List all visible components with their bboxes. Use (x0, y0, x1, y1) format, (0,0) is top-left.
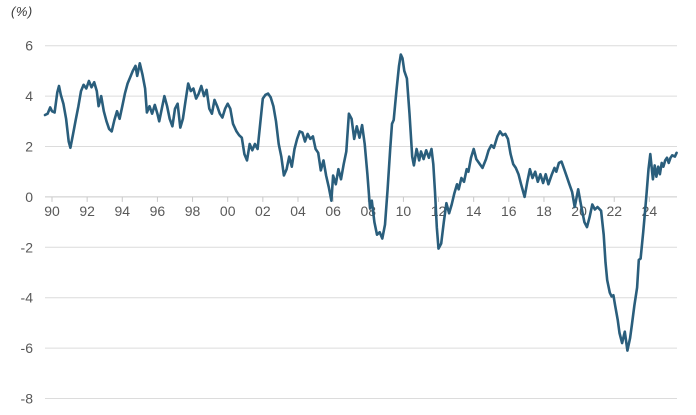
x-tick-label: 96 (150, 203, 166, 219)
y-tick-label: 6 (25, 38, 33, 54)
x-tick-label: 90 (44, 203, 60, 219)
y-tick-label: -8 (21, 391, 34, 407)
x-tick-label: 10 (396, 203, 412, 219)
x-tick-label: 00 (220, 203, 236, 219)
y-tick-label: -6 (21, 340, 34, 356)
x-tick-label: 92 (79, 203, 95, 219)
x-tick-label: 06 (325, 203, 341, 219)
x-tick-label: 18 (536, 203, 552, 219)
y-tick-label: 4 (25, 88, 33, 104)
y-tick-label: 2 (25, 139, 33, 155)
x-tick-label: 94 (114, 203, 130, 219)
x-tick-label: 02 (255, 203, 271, 219)
x-tick-label: 16 (501, 203, 517, 219)
x-tick-label: 98 (185, 203, 201, 219)
x-tick-label: 22 (606, 203, 622, 219)
x-tick-label: 04 (290, 203, 306, 219)
y-tick-label: -2 (21, 239, 34, 255)
y-tick-label: -4 (21, 290, 34, 306)
y-axis-unit-label: (%) (11, 4, 33, 19)
x-tick-label: 14 (466, 203, 482, 219)
y-tick-label: 0 (25, 189, 33, 205)
data-series-line (43, 53, 678, 352)
